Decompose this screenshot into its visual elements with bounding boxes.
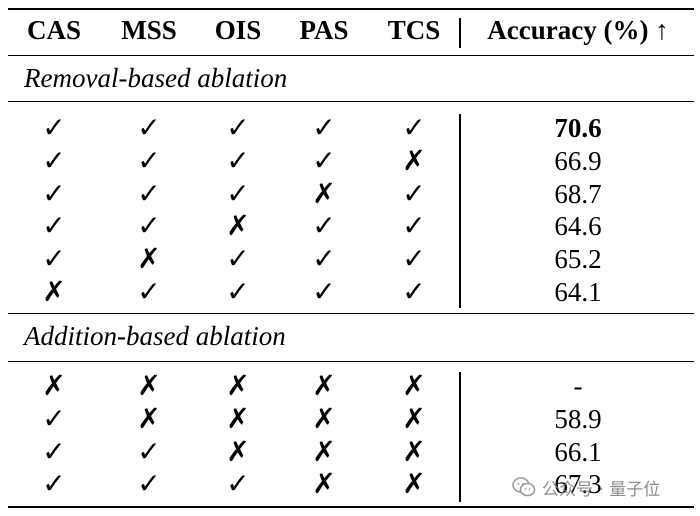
cross-icon-ois: ✗ — [226, 401, 250, 435]
check-icon-mss: ✓ — [137, 467, 161, 501]
cross-icon-mss: ✗ — [137, 401, 161, 435]
cross-icon-mss: ✗ — [137, 369, 161, 402]
body-separator-removal — [459, 114, 461, 308]
cross-icon-ois: ✗ — [226, 369, 250, 402]
accuracy-value: 70.6 — [554, 113, 602, 143]
header-accuracy: Accuracy (%) ↑ — [466, 14, 690, 46]
body-separator-addition — [459, 372, 461, 502]
cross-icon-pas: ✗ — [312, 434, 336, 468]
check-icon-ois: ✓ — [226, 111, 250, 144]
check-icon-pas: ✓ — [312, 143, 336, 177]
accuracy-label: Accuracy (%) — [487, 15, 649, 45]
accuracy-value: - — [573, 371, 583, 401]
mid-rule — [8, 313, 694, 314]
accuracy-value: 65.2 — [554, 244, 602, 275]
watermark: 公众号 · 量子位 — [512, 472, 660, 502]
header-rule — [8, 55, 694, 56]
check-icon-pas: ✓ — [312, 242, 336, 276]
check-icon-mss: ✓ — [137, 434, 161, 468]
top-rule — [8, 8, 694, 10]
cross-icon-pas: ✗ — [312, 401, 336, 435]
check-icon-ois: ✓ — [226, 275, 250, 308]
accuracy-value: 67.3 — [554, 469, 602, 500]
check-icon-tcs: ✓ — [402, 275, 426, 308]
accuracy-value: 66.9 — [554, 145, 602, 176]
cross-icon-tcs: ✗ — [402, 143, 426, 177]
accuracy-value: 68.7 — [554, 178, 602, 209]
check-icon-cas: ✓ — [42, 434, 66, 468]
check-icon-ois: ✓ — [226, 143, 250, 177]
header-pas: PAS — [299, 15, 349, 45]
check-icon-cas: ✓ — [42, 143, 66, 177]
section-rule-removal — [8, 101, 694, 102]
check-icon-tcs: ✓ — [402, 242, 426, 276]
check-icon-tcs: ✓ — [402, 209, 426, 243]
check-icon-pas: ✓ — [312, 209, 336, 243]
cross-icon-cas: ✗ — [42, 369, 66, 402]
cross-icon-pas: ✗ — [312, 369, 336, 402]
check-icon-cas: ✓ — [42, 176, 66, 210]
check-icon-cas: ✓ — [42, 401, 66, 435]
check-icon-mss: ✓ — [137, 176, 161, 210]
cross-icon-tcs: ✗ — [402, 401, 426, 435]
bottom-rule — [8, 506, 694, 508]
check-icon-mss: ✓ — [137, 209, 161, 243]
wechat-icon — [512, 476, 536, 498]
cross-icon-tcs: ✗ — [402, 434, 426, 468]
section-rule-addition — [8, 361, 694, 362]
cross-icon-mss: ✗ — [137, 242, 161, 276]
cross-icon-ois: ✗ — [226, 209, 250, 243]
watermark-text: 公众号 · 量子位 — [542, 479, 661, 500]
up-arrow-icon: ↑ — [655, 15, 669, 45]
check-icon-cas: ✓ — [42, 467, 66, 501]
cross-icon-pas: ✗ — [312, 467, 336, 501]
check-icon-cas: ✓ — [42, 111, 66, 144]
cross-icon-tcs: ✗ — [402, 467, 426, 501]
check-icon-ois: ✓ — [226, 467, 250, 501]
accuracy-value: 64.6 — [554, 211, 602, 242]
check-icon-mss: ✓ — [137, 275, 161, 308]
header-tcs: TCS — [387, 15, 441, 45]
cross-icon-tcs: ✗ — [402, 369, 426, 402]
cross-icon-cas: ✗ — [42, 275, 66, 308]
cross-icon-pas: ✗ — [312, 176, 336, 210]
header-ois: OIS — [214, 15, 262, 45]
header-cas: CAS — [26, 15, 81, 45]
check-icon-tcs: ✓ — [402, 111, 426, 144]
accuracy-value: 64.1 — [554, 277, 602, 307]
cross-icon-ois: ✗ — [226, 434, 250, 468]
check-icon-pas: ✓ — [312, 275, 336, 308]
accuracy-value: 66.1 — [554, 436, 602, 467]
header-mss: MSS — [121, 15, 177, 45]
check-icon-cas: ✓ — [42, 209, 66, 243]
check-icon-pas: ✓ — [312, 111, 336, 144]
section-title-removal: Removal-based ablation — [24, 63, 288, 93]
check-icon-mss: ✓ — [137, 111, 161, 144]
check-icon-mss: ✓ — [137, 143, 161, 177]
check-icon-cas: ✓ — [42, 242, 66, 276]
accuracy-value: 58.9 — [554, 403, 602, 434]
check-icon-ois: ✓ — [226, 176, 250, 210]
check-icon-ois: ✓ — [226, 242, 250, 276]
check-icon-tcs: ✓ — [402, 176, 426, 210]
header-separator — [459, 18, 461, 48]
section-title-addition: Addition-based ablation — [24, 321, 286, 351]
